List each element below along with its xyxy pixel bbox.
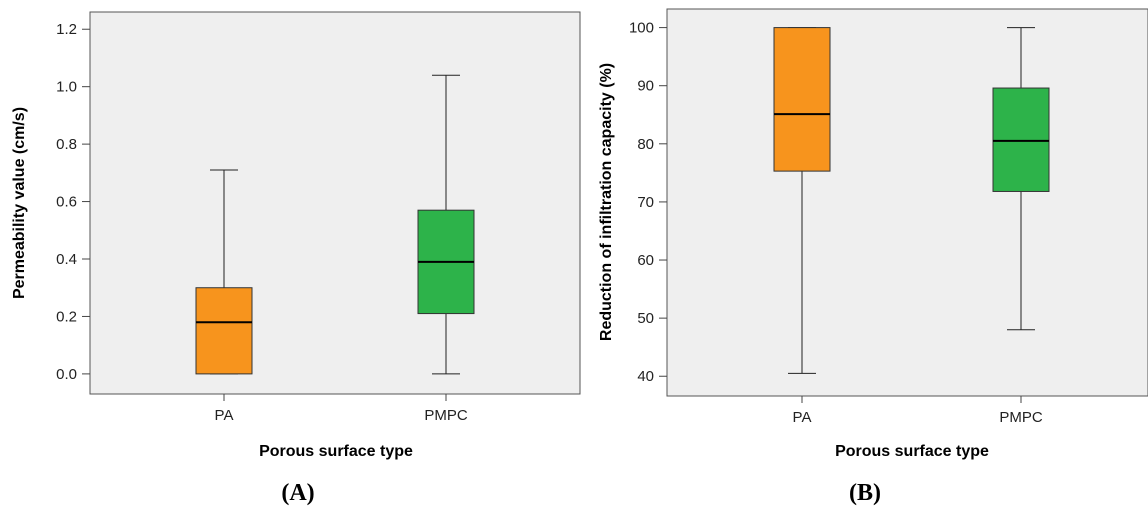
plot-area-a [89, 11, 581, 395]
panel-label-a: (A) [281, 480, 314, 506]
x-axis-title-a: Porous surface type [259, 443, 413, 460]
y-tick-label: 1.2 [56, 21, 77, 38]
y-tick-label: 0.4 [56, 251, 77, 268]
box-pa [773, 27, 831, 172]
y-tick-label: 60 [637, 252, 654, 269]
y-axis-title-b: Reduction of infiltration capacity (%) [598, 63, 615, 341]
y-tick-label: 1.0 [56, 79, 77, 96]
x-axis-b: PA PMPC [793, 396, 1043, 426]
box-pa [195, 287, 253, 375]
x-axis-title-b: Porous surface type [835, 443, 989, 460]
x-tick-label: PA [793, 409, 812, 426]
y-tick-label: 80 [637, 136, 654, 153]
boxes-a [195, 74, 475, 375]
x-tick-label: PMPC [999, 409, 1043, 426]
y-tick-label: 0.8 [56, 136, 77, 153]
y-tick-label: 0.2 [56, 308, 77, 325]
boxes-b [773, 27, 1050, 374]
y-tick-label: 40 [637, 368, 654, 385]
x-tick-label: PMPC [424, 407, 468, 424]
x-axis-a: PA PMPC [215, 394, 468, 424]
panel-label-b: (B) [849, 480, 881, 506]
y-tick-label: 0.6 [56, 194, 77, 211]
panel-b: 40 50 60 70 80 90 100 PA PMPC Porous surface ty… [598, 8, 1148, 506]
y-tick-label: 100 [629, 20, 654, 37]
y-tick-label: 90 [637, 78, 654, 95]
box-pmpc [992, 87, 1050, 192]
y-axis-title-a: Permeability value (cm/s) [11, 107, 28, 299]
x-tick-label: PA [215, 407, 234, 424]
y-axis-b: 40 50 60 70 80 90 100 [629, 20, 667, 385]
panel-a: 0.0 0.2 0.4 0.6 0.8 1.0 1.2 PA PMPC Porous surf… [11, 11, 581, 506]
y-tick-label: 70 [637, 194, 654, 211]
y-tick-label: 50 [637, 310, 654, 327]
plot-area-b [666, 8, 1148, 397]
y-tick-label: 0.0 [56, 366, 77, 383]
y-axis-a: 0.0 0.2 0.4 0.6 0.8 1.0 1.2 [56, 21, 90, 383]
